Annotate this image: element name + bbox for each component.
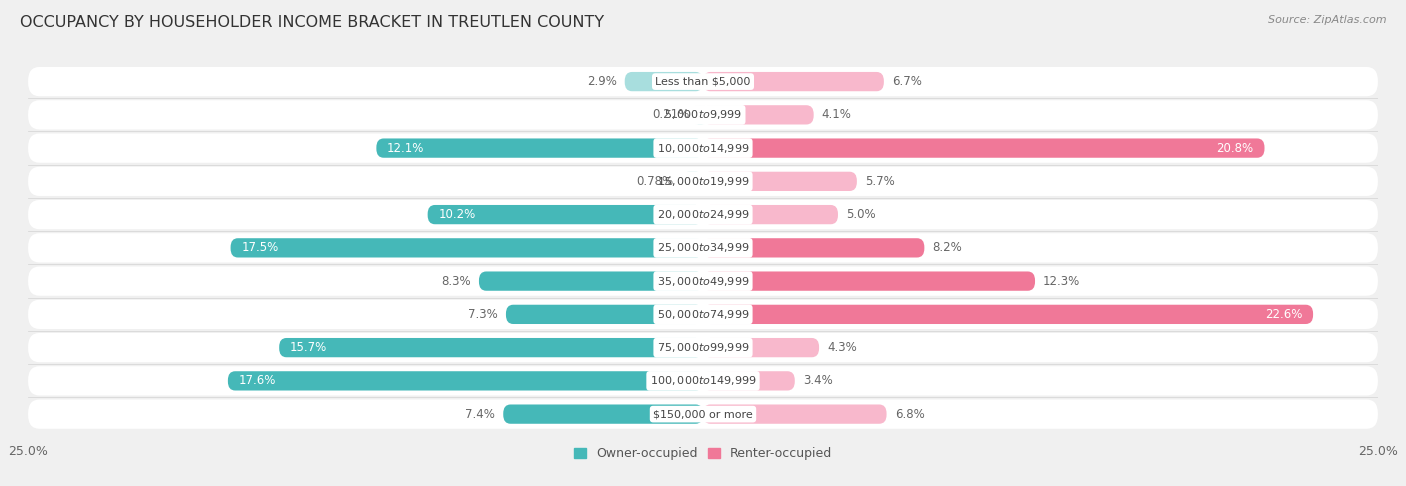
Text: OCCUPANCY BY HOUSEHOLDER INCOME BRACKET IN TREUTLEN COUNTY: OCCUPANCY BY HOUSEHOLDER INCOME BRACKET … [20,15,603,30]
FancyBboxPatch shape [624,72,703,91]
Text: 10.2%: 10.2% [439,208,475,221]
Text: $100,000 to $149,999: $100,000 to $149,999 [650,374,756,387]
FancyBboxPatch shape [703,371,794,391]
Text: 12.1%: 12.1% [387,141,425,155]
FancyBboxPatch shape [703,205,838,224]
Text: 17.5%: 17.5% [242,242,278,254]
FancyBboxPatch shape [703,305,1313,324]
FancyBboxPatch shape [503,404,703,424]
Legend: Owner-occupied, Renter-occupied: Owner-occupied, Renter-occupied [568,442,838,465]
FancyBboxPatch shape [228,371,703,391]
Text: 2.9%: 2.9% [586,75,617,88]
Text: 17.6%: 17.6% [239,374,276,387]
Text: $5,000 to $9,999: $5,000 to $9,999 [664,108,742,122]
Text: 15.7%: 15.7% [290,341,328,354]
FancyBboxPatch shape [28,233,1378,262]
FancyBboxPatch shape [28,333,1378,362]
Text: 20.8%: 20.8% [1216,141,1254,155]
Text: Source: ZipAtlas.com: Source: ZipAtlas.com [1268,15,1386,25]
FancyBboxPatch shape [703,72,884,91]
FancyBboxPatch shape [703,338,820,357]
Text: 8.2%: 8.2% [932,242,962,254]
Text: 7.4%: 7.4% [465,408,495,420]
Text: 4.1%: 4.1% [821,108,852,122]
FancyBboxPatch shape [703,105,814,124]
Text: $15,000 to $19,999: $15,000 to $19,999 [657,175,749,188]
FancyBboxPatch shape [703,139,1264,158]
FancyBboxPatch shape [28,266,1378,296]
FancyBboxPatch shape [682,172,703,191]
Text: $10,000 to $14,999: $10,000 to $14,999 [657,141,749,155]
Text: 22.6%: 22.6% [1265,308,1302,321]
FancyBboxPatch shape [28,134,1378,163]
FancyBboxPatch shape [703,404,887,424]
Text: 7.3%: 7.3% [468,308,498,321]
Text: 6.7%: 6.7% [891,75,922,88]
Text: $75,000 to $99,999: $75,000 to $99,999 [657,341,749,354]
Text: 6.8%: 6.8% [894,408,924,420]
FancyBboxPatch shape [28,100,1378,129]
FancyBboxPatch shape [696,105,704,124]
Text: 0.78%: 0.78% [637,175,673,188]
Text: $35,000 to $49,999: $35,000 to $49,999 [657,275,749,288]
FancyBboxPatch shape [703,272,1035,291]
FancyBboxPatch shape [28,366,1378,396]
FancyBboxPatch shape [703,172,856,191]
Text: 4.3%: 4.3% [827,341,856,354]
Text: 0.21%: 0.21% [652,108,689,122]
Text: 8.3%: 8.3% [441,275,471,288]
Text: $50,000 to $74,999: $50,000 to $74,999 [657,308,749,321]
Text: 5.7%: 5.7% [865,175,894,188]
FancyBboxPatch shape [28,200,1378,229]
Text: 3.4%: 3.4% [803,374,832,387]
FancyBboxPatch shape [479,272,703,291]
FancyBboxPatch shape [280,338,703,357]
FancyBboxPatch shape [703,238,924,258]
Text: $150,000 or more: $150,000 or more [654,409,752,419]
FancyBboxPatch shape [231,238,703,258]
FancyBboxPatch shape [377,139,703,158]
FancyBboxPatch shape [28,167,1378,196]
FancyBboxPatch shape [506,305,703,324]
Text: Less than $5,000: Less than $5,000 [655,77,751,87]
Text: $25,000 to $34,999: $25,000 to $34,999 [657,242,749,254]
FancyBboxPatch shape [28,300,1378,329]
FancyBboxPatch shape [28,67,1378,96]
Text: 12.3%: 12.3% [1043,275,1080,288]
Text: 5.0%: 5.0% [846,208,876,221]
Text: $20,000 to $24,999: $20,000 to $24,999 [657,208,749,221]
FancyBboxPatch shape [28,399,1378,429]
FancyBboxPatch shape [427,205,703,224]
